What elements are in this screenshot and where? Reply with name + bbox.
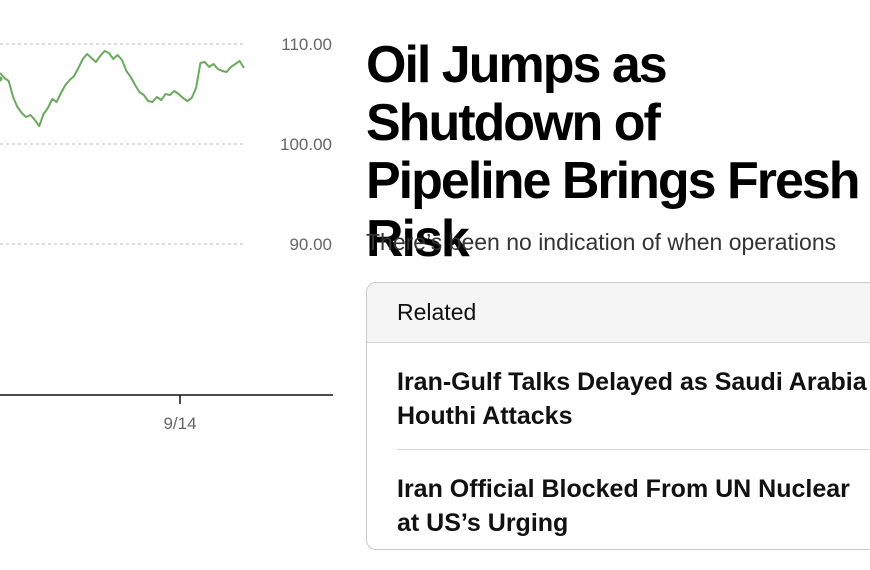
price-series-line <box>0 50 245 127</box>
series-start-marker <box>0 76 3 82</box>
related-heading: Related <box>367 283 870 343</box>
related-article-link[interactable]: Iran Official Blocked From UN Nuclear at… <box>397 449 870 549</box>
price-chart: 110.00 100.00 90.00 9/14 <box>0 35 333 433</box>
x-tick-label: 9/14 <box>163 414 196 433</box>
article-headline[interactable]: Oil Jumps as Shutdown of Pipeline Brings… <box>366 36 861 268</box>
y-tick-label: 110.00 <box>281 35 332 54</box>
y-tick-label: 90.00 <box>289 235 332 254</box>
y-tick-label: 100.00 <box>280 135 332 154</box>
article-dek: There’s been no indication of when opera… <box>366 229 837 255</box>
related-panel: Related Iran-Gulf Talks Delayed as Saudi… <box>366 282 870 550</box>
related-article-link[interactable]: Iran-Gulf Talks Delayed as Saudi Arabia … <box>397 368 867 430</box>
